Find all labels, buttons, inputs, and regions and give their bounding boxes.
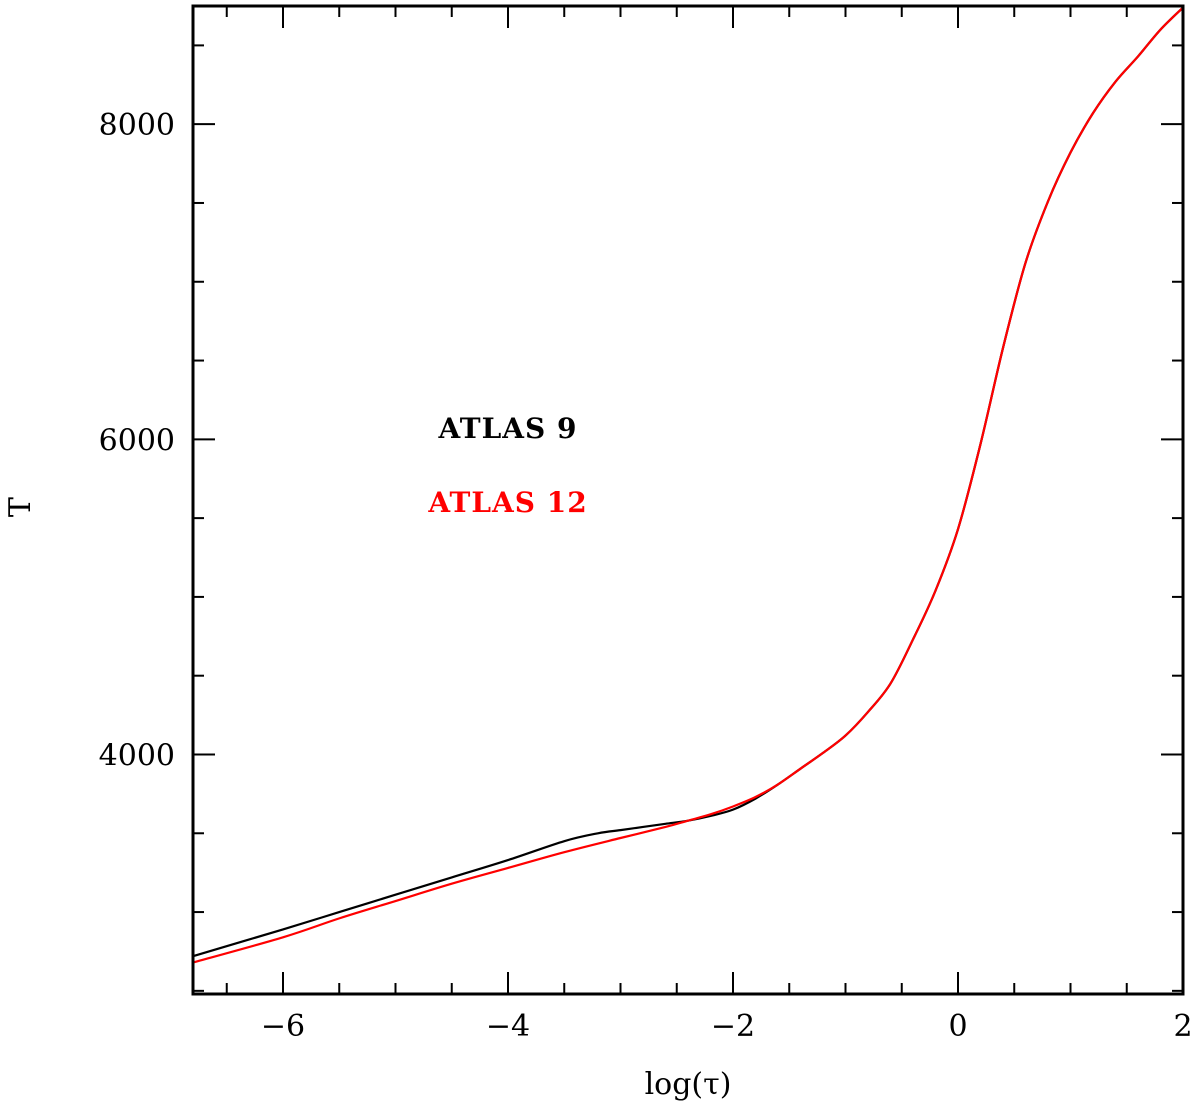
legend-label-atlas-9: ATLAS 9 [438, 412, 578, 445]
x-tick-label: −6 [261, 1009, 305, 1044]
plot-frame [191, 4, 1185, 996]
x-tick-label: −2 [711, 1009, 755, 1044]
x-axis-label: log(τ) [645, 1067, 732, 1102]
x-tick-label: −4 [486, 1009, 530, 1044]
series-line-atlas-9 [192, 6, 1184, 958]
x-tick-label: 0 [948, 1009, 967, 1044]
y-tick-label: 8000 [99, 108, 175, 143]
y-tick-label: 6000 [99, 423, 175, 458]
y-axis-label: T [3, 497, 38, 517]
y-tick-label: 4000 [99, 738, 175, 773]
series-line-atlas-12 [192, 6, 1184, 964]
x-tick-label: 2 [1173, 1009, 1192, 1044]
legend-label-atlas-12: ATLAS 12 [427, 486, 587, 519]
